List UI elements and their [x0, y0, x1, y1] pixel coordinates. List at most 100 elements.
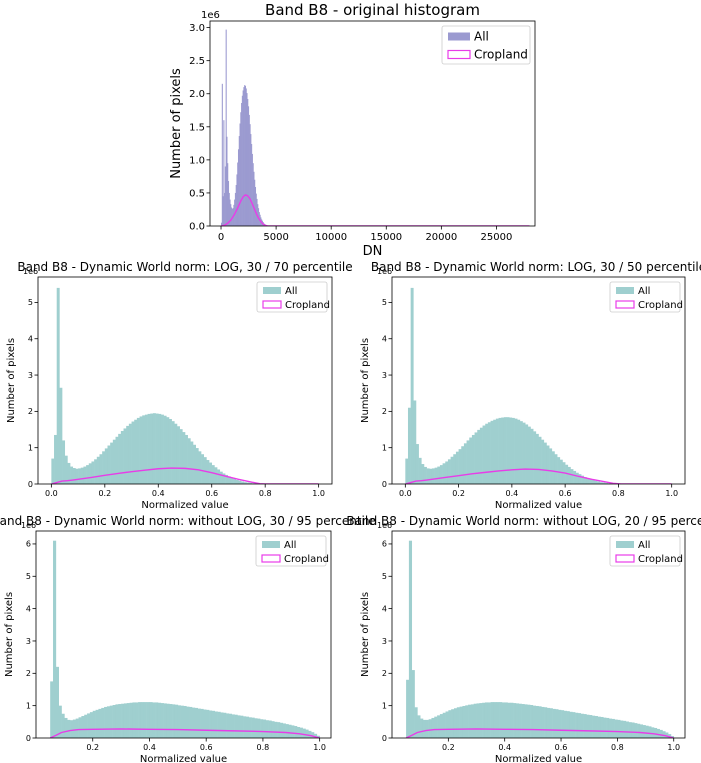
- bar: [487, 702, 491, 738]
- bar: [121, 703, 125, 738]
- x-tick-label: 1.0: [665, 489, 678, 498]
- bar: [659, 729, 663, 738]
- bar: [473, 703, 477, 738]
- bar: [654, 727, 658, 738]
- bar: [599, 482, 603, 484]
- bar: [187, 438, 191, 484]
- bar: [230, 477, 234, 484]
- bar: [236, 174, 238, 226]
- bar: [417, 715, 421, 738]
- bar: [422, 719, 427, 738]
- cropland-line: [405, 728, 674, 738]
- bar: [203, 709, 207, 738]
- bar: [118, 704, 122, 738]
- bar: [498, 417, 502, 484]
- chart-title: Band B8 - Dynamic World norm: without LO…: [346, 514, 701, 528]
- bar: [265, 720, 269, 738]
- chart-title: Band B8 - original histogram: [265, 1, 480, 19]
- bar: [163, 703, 167, 738]
- bar: [249, 124, 251, 226]
- bar: [439, 714, 444, 738]
- bar: [447, 459, 451, 484]
- bar: [554, 454, 558, 484]
- bar: [246, 93, 248, 226]
- bar: [530, 705, 534, 738]
- bar: [455, 451, 459, 484]
- bar: [238, 136, 240, 226]
- bar: [484, 702, 489, 738]
- y-exponent-label: 1e6: [23, 267, 38, 276]
- y-axis-label: Number of pixels: [360, 592, 371, 677]
- bar: [201, 454, 205, 484]
- legend: All Cropland: [256, 281, 330, 313]
- bar: [234, 714, 238, 738]
- legend-label-all: All: [474, 30, 489, 44]
- bar: [211, 710, 216, 738]
- bar: [477, 429, 481, 484]
- bar: [453, 708, 458, 738]
- bar: [177, 705, 181, 738]
- bar: [72, 468, 76, 484]
- bar: [78, 468, 82, 484]
- bar: [608, 718, 613, 738]
- bar: [182, 432, 186, 484]
- bar: [426, 468, 430, 484]
- bar: [91, 461, 95, 484]
- bar: [102, 451, 106, 484]
- bar: [458, 449, 462, 484]
- bar: [288, 724, 292, 738]
- bar: [429, 468, 433, 484]
- bar: [193, 444, 196, 484]
- bar: [221, 83, 223, 226]
- y-tick-label: 6: [26, 540, 31, 549]
- bar: [118, 433, 122, 484]
- bar: [514, 418, 518, 484]
- bar: [493, 702, 497, 738]
- x-tick-label: 0.6: [559, 489, 572, 498]
- bar: [254, 718, 258, 738]
- y-tick-label: 4: [26, 604, 31, 613]
- legend-label-cropland: Cropland: [474, 48, 528, 62]
- bar: [586, 478, 590, 484]
- bar: [260, 719, 264, 738]
- bar: [129, 702, 133, 738]
- bar: [87, 713, 91, 738]
- y-tick-label: 0: [382, 480, 387, 489]
- bar: [527, 704, 531, 738]
- bar: [83, 466, 87, 484]
- y-tick-label: 0: [26, 734, 31, 743]
- bar: [490, 420, 494, 484]
- bar: [150, 413, 154, 484]
- bar: [134, 419, 138, 484]
- bar: [185, 434, 188, 484]
- bar: [479, 703, 483, 738]
- bar: [234, 192, 236, 226]
- bar: [72, 719, 77, 738]
- bar: [152, 413, 156, 484]
- bar: [81, 716, 85, 738]
- bar: [56, 287, 60, 484]
- bar: [224, 166, 226, 226]
- bar: [248, 114, 250, 226]
- bar: [220, 712, 224, 738]
- bar: [538, 706, 542, 738]
- bar: [271, 721, 275, 738]
- y-axis-label: Number of pixels: [169, 68, 184, 179]
- bar: [415, 444, 419, 484]
- bar: [92, 710, 96, 738]
- bar: [221, 222, 223, 226]
- bar: [171, 421, 175, 484]
- bar: [459, 706, 463, 738]
- bar: [521, 704, 525, 738]
- bar: [551, 451, 555, 484]
- bar: [567, 466, 571, 484]
- bar: [251, 717, 255, 738]
- x-tick-label: 0.6: [555, 743, 568, 752]
- legend-swatch-cropland: [261, 554, 281, 563]
- bar: [611, 718, 615, 738]
- axes-frame: [35, 530, 332, 739]
- x-tick-label: 0.4: [498, 743, 511, 752]
- bar: [75, 468, 79, 484]
- legend-label-all: All: [638, 286, 650, 297]
- bar: [238, 480, 242, 484]
